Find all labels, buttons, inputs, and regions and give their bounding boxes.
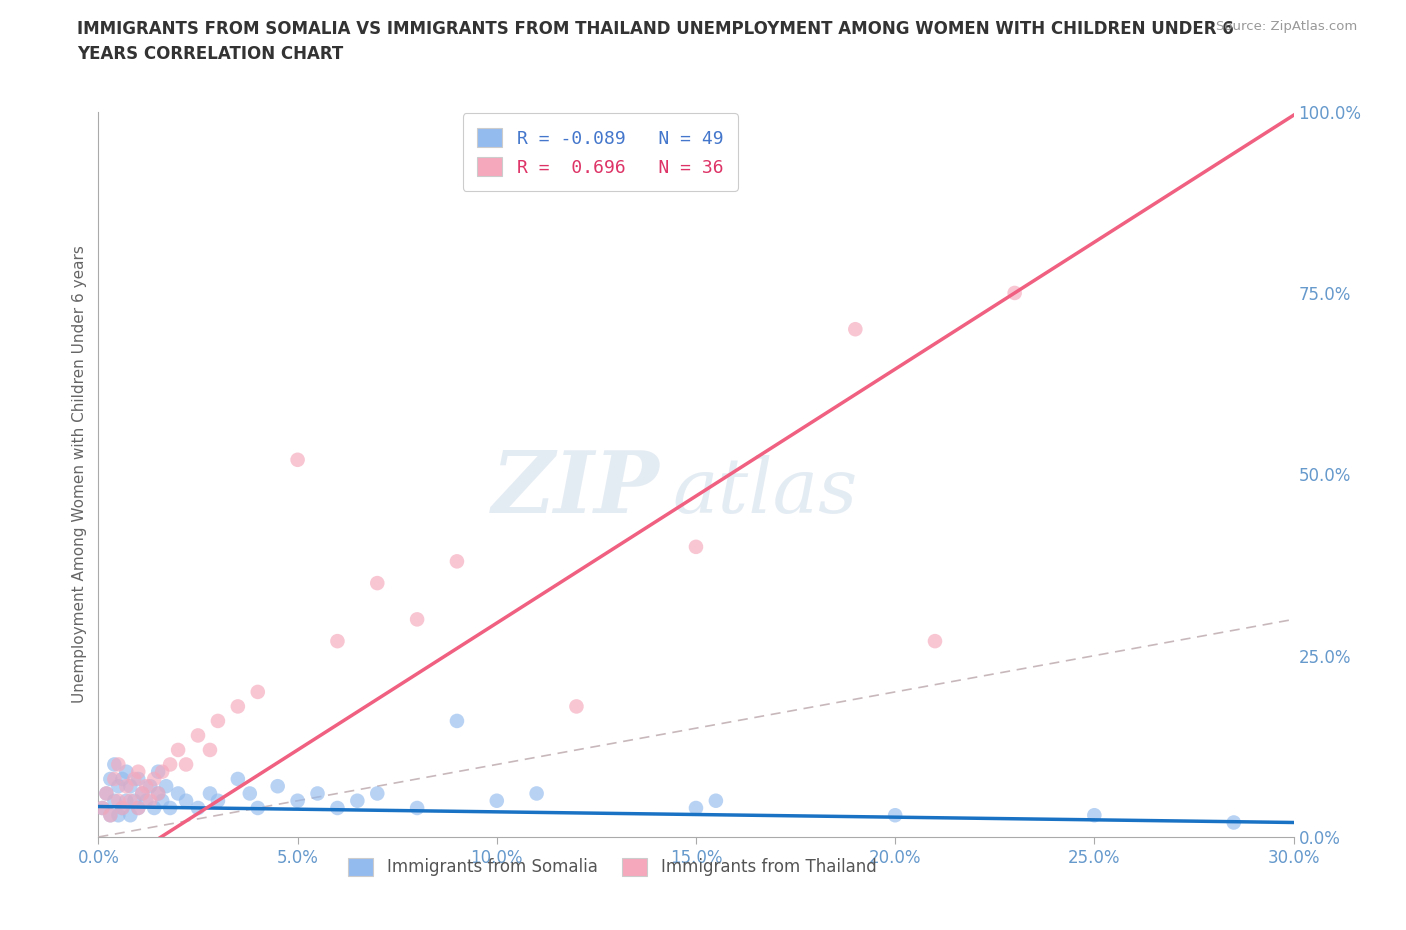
Point xyxy=(127,772,149,787)
Point xyxy=(346,793,368,808)
Point xyxy=(124,793,146,808)
Point xyxy=(1004,286,1026,300)
Point xyxy=(485,793,508,808)
Text: YEARS CORRELATION CHART: YEARS CORRELATION CHART xyxy=(77,45,343,62)
Point xyxy=(139,793,162,808)
Point xyxy=(287,452,309,467)
Point xyxy=(406,801,429,816)
Point xyxy=(159,801,181,816)
Point xyxy=(111,772,134,787)
Point xyxy=(174,757,197,772)
Point xyxy=(406,612,429,627)
Point xyxy=(704,793,727,808)
Point xyxy=(135,778,157,793)
Point xyxy=(107,778,129,793)
Point xyxy=(150,764,173,779)
Point xyxy=(167,742,190,757)
Point xyxy=(107,808,129,823)
Point xyxy=(98,808,122,823)
Point xyxy=(143,801,166,816)
Y-axis label: Unemployment Among Women with Children Under 6 years: Unemployment Among Women with Children U… xyxy=(72,246,87,703)
Point xyxy=(366,576,388,591)
Point xyxy=(135,793,157,808)
Point xyxy=(148,764,170,779)
Point xyxy=(246,801,269,816)
Point xyxy=(174,793,197,808)
Point xyxy=(143,772,166,787)
Point xyxy=(111,801,134,816)
Point xyxy=(187,728,209,743)
Point xyxy=(207,713,229,728)
Point xyxy=(120,778,142,793)
Text: ZIP: ZIP xyxy=(492,447,661,530)
Point xyxy=(148,786,170,801)
Point xyxy=(98,772,122,787)
Point xyxy=(127,801,149,816)
Point xyxy=(124,772,146,787)
Point xyxy=(150,793,173,808)
Point xyxy=(103,757,125,772)
Point xyxy=(139,778,162,793)
Point xyxy=(115,778,138,793)
Point xyxy=(198,742,221,757)
Point xyxy=(120,808,142,823)
Point xyxy=(131,786,153,801)
Text: Source: ZipAtlas.com: Source: ZipAtlas.com xyxy=(1216,20,1357,33)
Point xyxy=(924,633,946,648)
Point xyxy=(96,786,118,801)
Point xyxy=(1083,808,1105,823)
Point xyxy=(103,793,125,808)
Point xyxy=(326,633,349,648)
Point xyxy=(91,801,114,816)
Point xyxy=(446,713,468,728)
Point xyxy=(446,554,468,569)
Point xyxy=(366,786,388,801)
Point xyxy=(565,699,588,714)
Point xyxy=(287,793,309,808)
Point xyxy=(115,764,138,779)
Point xyxy=(526,786,548,801)
Point xyxy=(115,793,138,808)
Point xyxy=(107,793,129,808)
Point xyxy=(207,793,229,808)
Point xyxy=(246,684,269,699)
Point xyxy=(127,764,149,779)
Point xyxy=(267,778,290,793)
Point xyxy=(131,786,153,801)
Point xyxy=(884,808,907,823)
Point xyxy=(226,699,249,714)
Point xyxy=(98,808,122,823)
Point xyxy=(844,322,866,337)
Text: atlas: atlas xyxy=(672,456,858,529)
Point xyxy=(239,786,262,801)
Point xyxy=(107,757,129,772)
Point xyxy=(685,539,707,554)
Point xyxy=(111,801,134,816)
Point xyxy=(103,772,125,787)
Point xyxy=(155,778,177,793)
Point xyxy=(685,801,707,816)
Point xyxy=(120,793,142,808)
Point xyxy=(167,786,190,801)
Legend: Immigrants from Somalia, Immigrants from Thailand: Immigrants from Somalia, Immigrants from… xyxy=(342,851,883,884)
Point xyxy=(1223,815,1246,830)
Point xyxy=(91,801,114,816)
Point xyxy=(159,757,181,772)
Point xyxy=(226,772,249,787)
Point xyxy=(326,801,349,816)
Point xyxy=(148,786,170,801)
Point xyxy=(187,801,209,816)
Point xyxy=(307,786,329,801)
Text: IMMIGRANTS FROM SOMALIA VS IMMIGRANTS FROM THAILAND UNEMPLOYMENT AMONG WOMEN WIT: IMMIGRANTS FROM SOMALIA VS IMMIGRANTS FR… xyxy=(77,20,1234,38)
Point xyxy=(198,786,221,801)
Point xyxy=(96,786,118,801)
Point xyxy=(127,801,149,816)
